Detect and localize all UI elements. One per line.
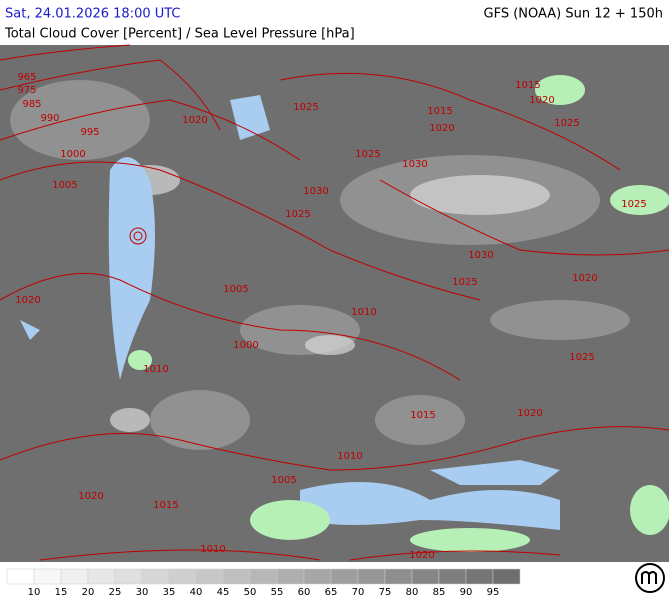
isobar-label: 1005 <box>271 475 296 486</box>
legend-swatch <box>465 568 494 585</box>
subtitle: Total Cloud Cover [Percent] / Sea Level … <box>4 27 355 42</box>
isobar-label: 1025 <box>452 277 477 288</box>
legend-label: 80 <box>406 587 419 598</box>
legend-swatch <box>141 568 170 585</box>
isobar-label: 1005 <box>52 180 77 191</box>
isobar-label: 1025 <box>355 149 380 160</box>
isobar-label: 1030 <box>402 159 427 170</box>
legend-label: 50 <box>244 587 257 598</box>
isobar-label: 1025 <box>554 118 579 129</box>
legend-swatch <box>276 568 305 585</box>
isobar-label: 1020 <box>182 115 207 126</box>
isobar-label: 975 <box>17 85 36 96</box>
isobar-label: 1015 <box>410 410 435 421</box>
legend-label: 45 <box>217 587 230 598</box>
legend-swatch <box>6 568 35 585</box>
legend-label: 75 <box>379 587 392 598</box>
legend-label: 65 <box>325 587 338 598</box>
isobar-label: 1015 <box>427 106 452 117</box>
isobar-label: 1010 <box>143 364 168 375</box>
isobar-label: 1010 <box>337 451 362 462</box>
legend-swatch <box>168 568 197 585</box>
isobar-label: 1020 <box>78 491 103 502</box>
legend-swatch <box>492 568 521 585</box>
legend-label: 95 <box>487 587 500 598</box>
legend-swatch <box>87 568 116 585</box>
isobar-label: 1000 <box>60 149 85 160</box>
legend-label: 70 <box>352 587 365 598</box>
legend-swatch <box>114 568 143 585</box>
isobar-label: 1010 <box>200 544 225 555</box>
legend-label: 90 <box>460 587 473 598</box>
isobar-labels: 965 975 985 990 995 1000 1005 1020 1025 1025 1030 1… <box>15 72 646 561</box>
isobar-label: 1020 <box>409 550 434 561</box>
map <box>0 44 669 562</box>
legend-label: 25 <box>109 587 122 598</box>
legend-label: 40 <box>190 587 203 598</box>
model-info: GFS (NOAA) Sun 12 + 150h <box>484 7 663 22</box>
legend-swatch <box>384 568 413 585</box>
isobar-label: 1025 <box>293 102 318 113</box>
legend-label: 85 <box>433 587 446 598</box>
legend-label: 60 <box>298 587 311 598</box>
isobar-label: 1020 <box>517 408 542 419</box>
isobar-label: 985 <box>22 99 41 110</box>
legend-swatch <box>60 568 89 585</box>
isobar-label: 1005 <box>223 284 248 295</box>
legend: 10 15 20 25 30 35 40 45 50 55 60 65 70 75 80 85 90 95 <box>6 568 521 598</box>
legend-swatch <box>303 568 332 585</box>
logo <box>635 563 665 593</box>
legend-swatch <box>222 568 251 585</box>
isobar-label: 1030 <box>468 250 493 261</box>
legend-swatch <box>33 568 62 585</box>
legend-swatch <box>195 568 224 585</box>
isobar-label: 1000 <box>233 340 258 351</box>
legend-label: 20 <box>82 587 95 598</box>
legend-label: 15 <box>55 587 68 598</box>
legend-swatch <box>249 568 278 585</box>
isobar-label: 1010 <box>351 307 376 318</box>
isobar-label: 1025 <box>569 352 594 363</box>
legend-label: 30 <box>136 587 149 598</box>
legend-swatch <box>357 568 386 585</box>
legend-swatch <box>330 568 359 585</box>
isobar-label: 995 <box>80 127 99 138</box>
isobar-label: 990 <box>40 113 59 124</box>
run-time: Sat, 24.01.2026 18:00 UTC <box>5 7 181 22</box>
legend-label: 35 <box>163 587 176 598</box>
legend-swatch <box>438 568 467 585</box>
legend-swatch <box>411 568 440 585</box>
isobar-label: 1020 <box>15 295 40 306</box>
isobar-label: 1025 <box>285 209 310 220</box>
isobar-label: 1030 <box>303 186 328 197</box>
legend-label: 10 <box>28 587 41 598</box>
isobar-label: 1020 <box>429 123 454 134</box>
isobar-label: 1020 <box>572 273 597 284</box>
isobar-label: 1015 <box>515 80 540 91</box>
legend-label: 55 <box>271 587 284 598</box>
isobar-label: 1025 <box>621 199 646 210</box>
isobar-label: 1020 <box>529 95 554 106</box>
isobar-label: 965 <box>17 72 36 83</box>
isobar-label: 1015 <box>153 500 178 511</box>
